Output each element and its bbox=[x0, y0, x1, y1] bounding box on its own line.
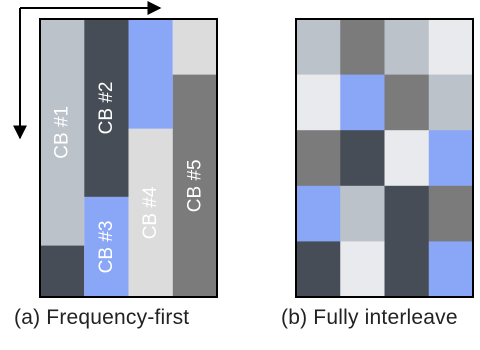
grid-cell-r2-c1 bbox=[296, 74, 341, 131]
column-1-segment-1 bbox=[40, 19, 85, 246]
grid-cell-r5-c1 bbox=[296, 241, 341, 298]
grid-cell-r1-c4 bbox=[428, 19, 474, 76]
cb-label-3: CB #3 bbox=[96, 221, 117, 274]
grid-cell-r5-c4 bbox=[428, 241, 474, 298]
grid-cell-r3-c1 bbox=[296, 130, 341, 187]
cb-label-1: CB #1 bbox=[52, 106, 73, 159]
grid-cell-r2-c2 bbox=[340, 74, 385, 131]
grid-cell-r4-c2 bbox=[340, 185, 385, 242]
grid-cell-r5-c3 bbox=[384, 241, 430, 298]
panel-b-caption: (b) Fully interleave bbox=[281, 306, 458, 329]
panel-b-fully-interleaved bbox=[296, 19, 474, 298]
column-4-segment-1 bbox=[172, 19, 217, 75]
cb-label-4: CB #4 bbox=[140, 186, 161, 239]
column-4-segment-2 bbox=[172, 74, 217, 297]
grid-cell-r4-c1 bbox=[296, 185, 341, 242]
grid-cell-r4-c4 bbox=[428, 185, 474, 242]
grid-cell-r4-c3 bbox=[384, 185, 430, 242]
column-3-segment-1 bbox=[128, 19, 173, 129]
grid-cell-r3-c2 bbox=[340, 130, 385, 187]
column-3-segment-2 bbox=[128, 128, 173, 297]
grid-cell-r3-c3 bbox=[384, 130, 430, 187]
grid-cell-r1-c1 bbox=[296, 19, 341, 76]
cb-label-2: CB #2 bbox=[96, 82, 117, 135]
panel-b-border bbox=[295, 18, 474, 298]
cb-label-5: CB #5 bbox=[184, 159, 205, 212]
grid-cell-r2-c4 bbox=[428, 74, 474, 131]
grid-cell-r1-c3 bbox=[384, 19, 430, 76]
grid-cell-r2-c3 bbox=[384, 74, 430, 131]
grid-cell-r1-c2 bbox=[340, 19, 385, 76]
panel-a-caption: (a) Frequency-first bbox=[14, 306, 190, 329]
grid-cell-r5-c2 bbox=[340, 241, 385, 298]
grid-cell-r3-c4 bbox=[428, 130, 474, 187]
column-2-segment-2 bbox=[84, 196, 129, 297]
panel-a-frequency-first: CB #1 CB #2 CB #3 CB #4 CB #5 bbox=[40, 19, 217, 297]
column-2-segment-1 bbox=[84, 19, 129, 197]
panel-a-border bbox=[39, 18, 218, 298]
column-1-segment-2 bbox=[40, 245, 85, 297]
